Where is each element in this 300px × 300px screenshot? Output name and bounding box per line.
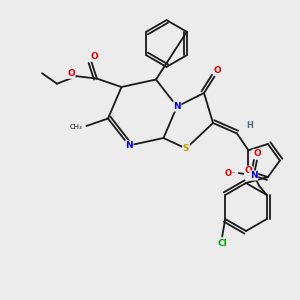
Text: O⁻: O⁻ [224,169,236,178]
Text: N: N [125,141,133,150]
Text: O: O [253,149,261,158]
Text: O: O [244,166,252,175]
Text: O: O [90,52,98,61]
Text: N: N [173,102,181,111]
Text: H: H [246,121,253,130]
Text: O: O [214,66,221,75]
Text: S: S [183,144,189,153]
Text: CH₃: CH₃ [70,124,83,130]
Text: N: N [250,171,258,180]
Text: Cl: Cl [217,238,227,247]
Text: O: O [67,69,75,78]
